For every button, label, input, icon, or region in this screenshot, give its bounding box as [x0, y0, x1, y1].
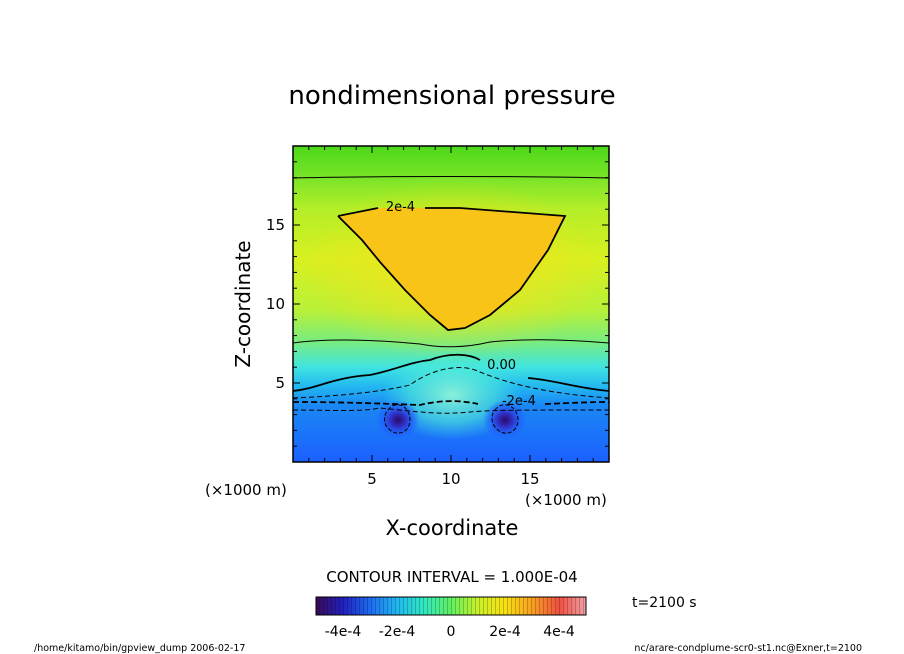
time-label: t=2100 s: [632, 595, 697, 611]
x-tick-label: 10: [441, 470, 460, 488]
y-tick-label: 5: [275, 374, 285, 392]
colorbar-tick-label: -2e-4: [379, 624, 416, 640]
contour-labels: 2e-4 0.00 -2e-4: [386, 200, 536, 409]
contour-label: 2e-4: [386, 200, 415, 215]
colorbar-tick-label: -4e-4: [325, 624, 362, 640]
y-tick-labels: 5 10 15: [266, 216, 285, 392]
contour-line-zero: [293, 353, 609, 392]
contour-label: -2e-4: [502, 394, 536, 409]
pressure-field: [293, 146, 609, 462]
x-axis-units: (×1000 m): [525, 491, 607, 509]
footer-right: nc/arare-condplume-scr0-st1.nc@Exner,t=2…: [634, 643, 862, 654]
axis-ticks: [293, 146, 609, 462]
x-tick-labels: 5 10 15: [367, 470, 539, 488]
contour-label: 0.00: [487, 358, 516, 373]
contour-interval-text: CONTOUR INTERVAL = 1.000E-04: [326, 568, 577, 586]
contour-line-2e-4: [337, 207, 567, 331]
contour-line-1e-4: [293, 339, 609, 348]
colorbar-tick-label: 4e-4: [543, 624, 575, 640]
contour-line-top: [293, 176, 609, 179]
colorbar-tick-label: 0: [447, 624, 456, 640]
colorbar-tick-label: 2e-4: [489, 624, 521, 640]
colorbar: [315, 596, 587, 616]
chart-title: nondimensional pressure: [288, 81, 615, 111]
vortex-core-left: [376, 400, 420, 440]
y-axis-units: (×1000 m): [205, 481, 287, 499]
contour-vortex-left: [384, 404, 411, 434]
colorbar-tick-labels: -4e-4 -2e-4 0 2e-4 4e-4: [325, 624, 575, 640]
x-axis-label: X-coordinate: [386, 516, 519, 540]
contour-line-neg-3e-4: [293, 407, 609, 414]
y-axis-label: Z-coordinate: [231, 240, 255, 367]
x-tick-label: 15: [520, 470, 539, 488]
y-tick-label: 10: [266, 295, 285, 313]
contour-line-neg-1e-4: [293, 367, 609, 399]
vortex-core-right: [483, 400, 527, 440]
contour-vortex-right: [491, 404, 519, 434]
x-tick-label: 5: [367, 470, 377, 488]
contour-line-neg-2e-4: [293, 400, 609, 406]
y-tick-label: 15: [266, 216, 285, 234]
footer-left: /home/kitamo/bin/gpview_dump 2006-02-17: [34, 643, 245, 654]
